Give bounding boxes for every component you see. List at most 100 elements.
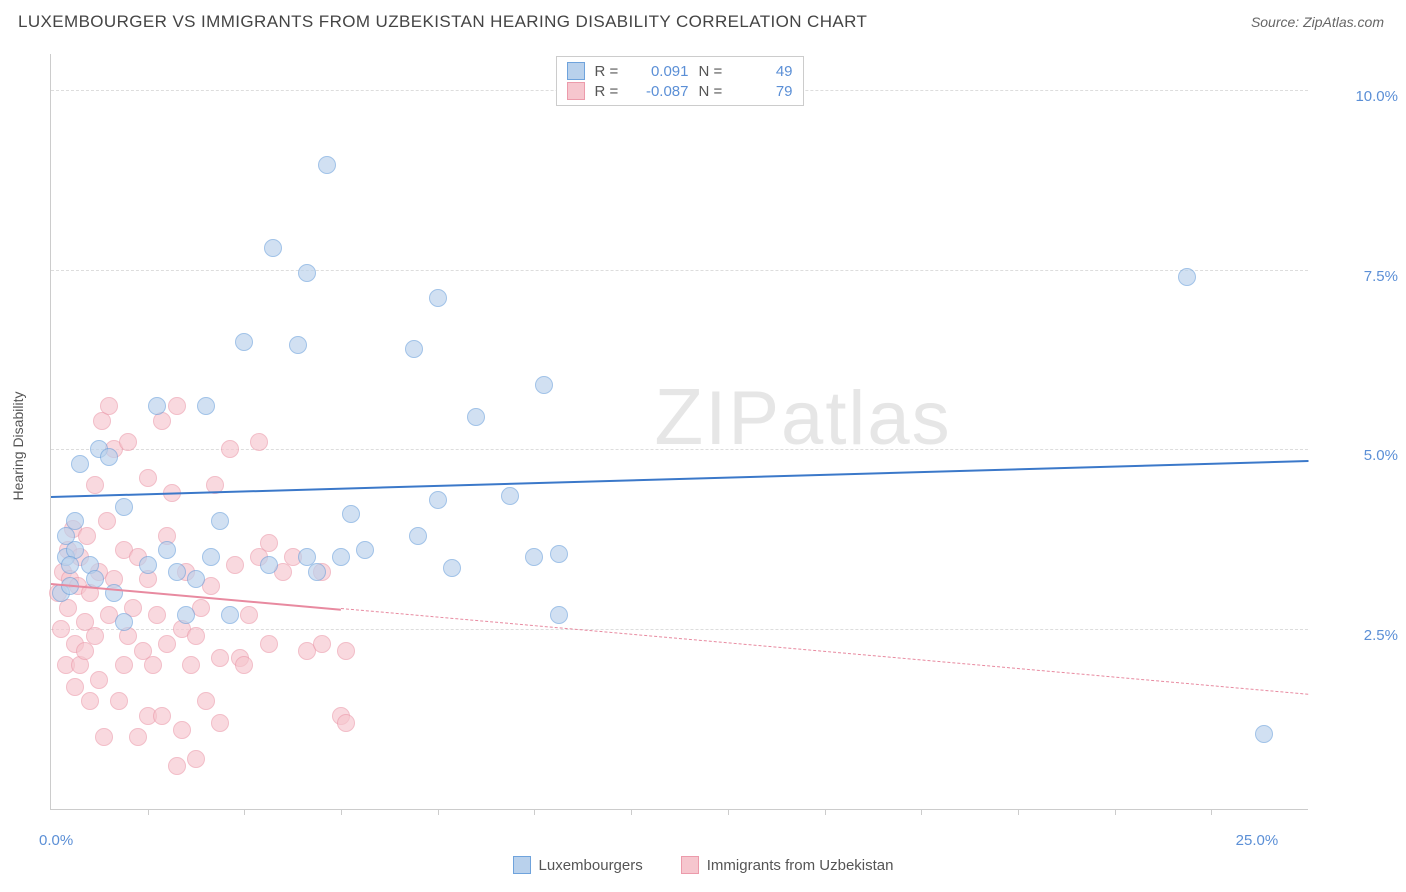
data-point — [332, 548, 350, 566]
data-point — [260, 556, 278, 574]
x-tick-mark — [825, 809, 826, 815]
y-axis-label: Hearing Disability — [10, 392, 26, 501]
x-tick-mark — [438, 809, 439, 815]
x-tick-mark — [534, 809, 535, 815]
data-point — [61, 556, 79, 574]
data-point — [86, 570, 104, 588]
legend-label-1: Luxembourgers — [539, 857, 643, 874]
r-value-2: -0.087 — [637, 83, 689, 100]
data-point — [550, 545, 568, 563]
y-tick-label: 7.5% — [1364, 268, 1398, 285]
data-point — [235, 333, 253, 351]
data-point — [318, 156, 336, 174]
data-point — [467, 408, 485, 426]
data-point — [98, 512, 116, 530]
data-point — [197, 692, 215, 710]
data-point — [86, 627, 104, 645]
legend-item-1: Luxembourgers — [513, 856, 643, 874]
data-point — [550, 606, 568, 624]
x-tick-mark — [631, 809, 632, 815]
y-tick-label: 2.5% — [1364, 627, 1398, 644]
data-point — [86, 476, 104, 494]
data-point — [139, 556, 157, 574]
data-point — [90, 671, 108, 689]
gridline — [51, 629, 1308, 630]
swatch-icon — [567, 62, 585, 80]
data-point — [250, 433, 268, 451]
n-value-2: 79 — [741, 83, 793, 100]
data-point — [211, 714, 229, 732]
data-point — [187, 570, 205, 588]
data-point — [221, 606, 239, 624]
data-point — [525, 548, 543, 566]
legend-label-2: Immigrants from Uzbekistan — [707, 857, 894, 874]
data-point — [298, 264, 316, 282]
data-point — [182, 656, 200, 674]
swatch-icon — [513, 856, 531, 874]
data-point — [240, 606, 258, 624]
legend-stats-row-1: R = 0.091 N = 49 — [567, 61, 793, 81]
data-point — [337, 714, 355, 732]
chart-title: LUXEMBOURGER VS IMMIGRANTS FROM UZBEKIST… — [18, 12, 867, 32]
data-point — [95, 728, 113, 746]
n-value-1: 49 — [741, 63, 793, 80]
x-tick-mark — [921, 809, 922, 815]
data-point — [187, 627, 205, 645]
data-point — [71, 455, 89, 473]
data-point — [405, 340, 423, 358]
data-point — [153, 707, 171, 725]
x-tick-mark — [728, 809, 729, 815]
data-point — [211, 512, 229, 530]
data-point — [100, 397, 118, 415]
data-point — [105, 584, 123, 602]
y-tick-label: 10.0% — [1355, 88, 1398, 105]
data-point — [202, 548, 220, 566]
trend-line — [51, 460, 1308, 498]
r-label: R = — [595, 83, 627, 100]
data-point — [129, 728, 147, 746]
x-tick-label: 0.0% — [39, 832, 73, 849]
data-point — [260, 534, 278, 552]
y-tick-label: 5.0% — [1364, 447, 1398, 464]
data-point — [356, 541, 374, 559]
r-label: R = — [595, 63, 627, 80]
data-point — [409, 527, 427, 545]
source-attribution: Source: ZipAtlas.com — [1251, 14, 1384, 30]
data-point — [226, 556, 244, 574]
data-point — [148, 397, 166, 415]
gridline — [51, 270, 1308, 271]
data-point — [78, 527, 96, 545]
data-point — [148, 606, 166, 624]
data-point — [173, 721, 191, 739]
n-label: N = — [699, 83, 731, 100]
data-point — [66, 678, 84, 696]
data-point — [115, 613, 133, 631]
legend-stats: R = 0.091 N = 49 R = -0.087 N = 79 — [556, 56, 804, 106]
data-point — [100, 448, 118, 466]
data-point — [501, 487, 519, 505]
data-point — [1255, 725, 1273, 743]
data-point — [429, 289, 447, 307]
data-point — [289, 336, 307, 354]
data-point — [235, 656, 253, 674]
data-point — [66, 512, 84, 530]
data-point — [1178, 268, 1196, 286]
trend-line — [341, 608, 1308, 695]
data-point — [139, 469, 157, 487]
data-point — [443, 559, 461, 577]
data-point — [342, 505, 360, 523]
x-tick-mark — [1115, 809, 1116, 815]
scatter-chart: ZIPatlas R = 0.091 N = 49 R = -0.087 N =… — [50, 54, 1308, 810]
data-point — [110, 692, 128, 710]
r-value-1: 0.091 — [637, 63, 689, 80]
watermark: ZIPatlas — [654, 371, 951, 463]
data-point — [211, 649, 229, 667]
x-tick-mark — [1211, 809, 1212, 815]
data-point — [168, 563, 186, 581]
data-point — [264, 239, 282, 257]
data-point — [168, 757, 186, 775]
x-tick-mark — [148, 809, 149, 815]
x-tick-mark — [1018, 809, 1019, 815]
data-point — [115, 498, 133, 516]
data-point — [119, 433, 137, 451]
